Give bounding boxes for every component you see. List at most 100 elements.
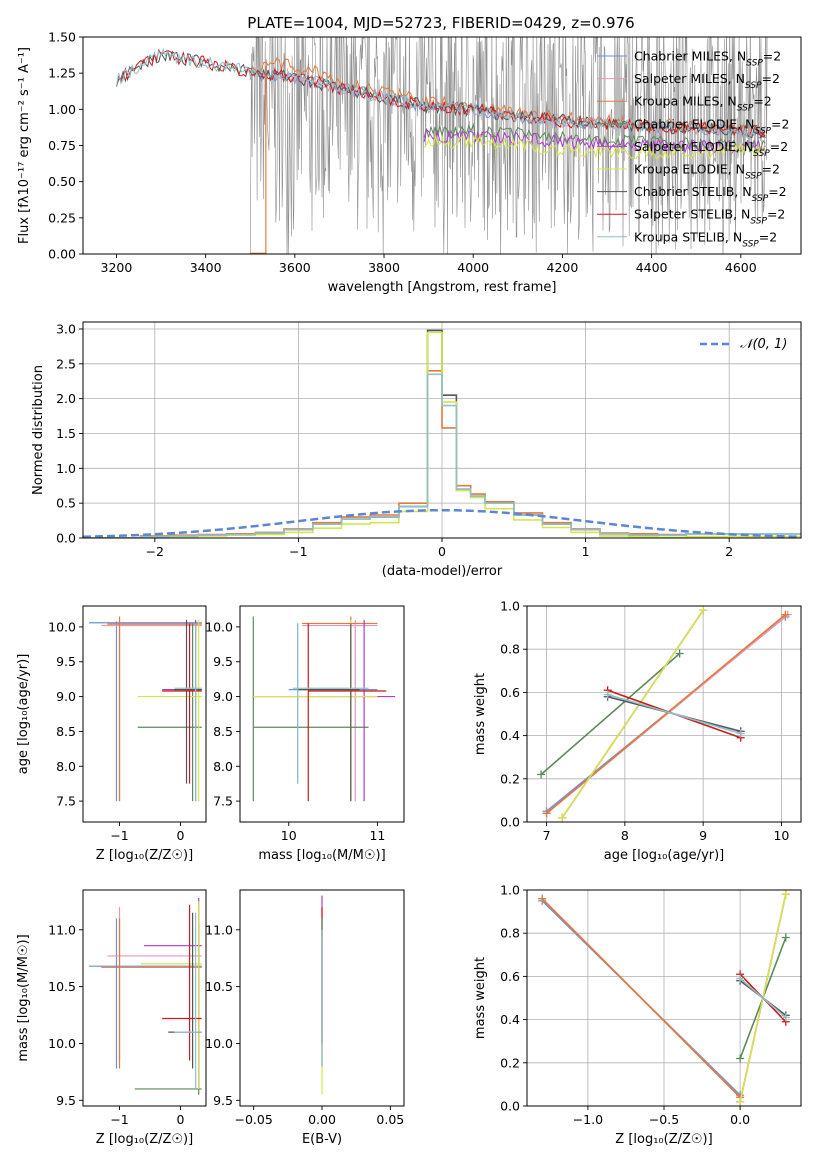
y-tick-label: 1.25 xyxy=(48,66,76,81)
x-tick-label: 0 xyxy=(438,544,446,559)
x-tick-label: 7 xyxy=(543,828,551,843)
plot-frame xyxy=(82,36,802,255)
z-mass-panel: −1 0 9.5 10.0 10.5 11.0 Z [log₁₀(Z/Z☉)] mass [l… xyxy=(16,889,207,1147)
y-axis-label: age [log₁₀(age/yr)] xyxy=(16,654,31,775)
y-tick-label: 2.5 xyxy=(56,356,76,371)
z-age-panel: −1 0 7.5 8.0 8.5 9.0 9.5 10.0 Z [log₁₀(Z/Z☉)] age… xyxy=(16,605,207,863)
y-axis-label: mass [log₁₀(M/M☉)] xyxy=(16,934,31,1061)
model-spectrum-line xyxy=(423,128,766,155)
x-tick-label: −1 xyxy=(110,828,128,843)
y-tick-label: 9.5 xyxy=(56,1093,76,1108)
x-tick-label: 4000 xyxy=(457,260,489,275)
x-tick-label: 8 xyxy=(621,828,629,843)
weight-line xyxy=(546,614,786,814)
ebv-mass-panel: −0.05 0.00 0.05 9.5 10.0 10.5 11.0 E(B-V) xyxy=(205,889,405,1147)
model-spectrum-line xyxy=(115,47,766,140)
legend-label: Salpeter MILES, NSSP=2 xyxy=(634,71,780,91)
y-axis-label: mass weight xyxy=(473,673,488,755)
gauss-legend-label: 𝒩(0, 1) xyxy=(740,337,787,352)
y-tick-label: 0.50 xyxy=(48,174,76,189)
x-tick-label: −1.0 xyxy=(573,1112,603,1127)
x-tick-label: −2 xyxy=(146,544,164,559)
residuals-legend: 𝒩(0, 1) xyxy=(700,337,787,352)
legend-label: Salpeter STELIB, NSSP=2 xyxy=(634,207,785,227)
y-tick-label: 8.0 xyxy=(56,759,76,774)
y-tick-label: 9.5 xyxy=(56,654,76,669)
x-tick-label: 0 xyxy=(176,1112,184,1127)
y-tick-label: 11.0 xyxy=(48,922,76,937)
y-tick-label: 3.0 xyxy=(56,321,76,336)
model-spectrum-line xyxy=(249,57,766,138)
legend-label: Salpeter ELODIE, NSSP=2 xyxy=(634,139,788,159)
weight-line xyxy=(739,977,787,1019)
x-tick-label: 10 xyxy=(281,828,297,843)
y-tick-label: 1.0 xyxy=(500,599,520,614)
y-tick-label: 0.00 xyxy=(48,247,76,262)
x-tick-label: 10 xyxy=(773,828,789,843)
plot-area xyxy=(537,606,792,822)
x-tick-label: 0.05 xyxy=(376,1112,404,1127)
y-tick-label: 1.5 xyxy=(56,426,76,441)
z-weight-panel: −1.0 −0.5 0.0 0.0 0.2 0.4 0.6 0.8 1.0 Z [log₁₀(Z/… xyxy=(473,883,802,1147)
x-tick-label: 3600 xyxy=(279,260,311,275)
y-tick-label: 0.0 xyxy=(56,531,76,546)
plot-area xyxy=(538,890,790,1106)
legend-label: Chabrier ELODIE, NSSP=2 xyxy=(634,116,789,136)
y-tick-label: 0.2 xyxy=(500,771,520,786)
x-axis-label: age [log₁₀(age/yr)] xyxy=(604,848,725,863)
x-tick-label: 3800 xyxy=(368,260,400,275)
x-tick-label: 11 xyxy=(369,828,385,843)
x-tick-label: 1 xyxy=(582,544,590,559)
observed-spectrum xyxy=(249,37,768,254)
x-axis-label: E(B-V) xyxy=(302,1132,342,1147)
y-tick-label: 10.0 xyxy=(48,1036,76,1051)
mass-age-panel: 10 11 7.5 8.0 8.5 9.0 9.5 10.0 mass [log₁₀(M/M☉)… xyxy=(205,605,405,863)
y-axis-label: Normed distribution xyxy=(31,365,46,495)
plot-area xyxy=(89,616,202,802)
y-tick-label: 0.6 xyxy=(500,969,520,984)
spectrum-panel: 3200 3400 3600 3800 4000 4200 4400 4600 0.00 0.25… xyxy=(17,30,802,295)
y-axis-label: mass weight xyxy=(473,957,488,1039)
weight-line xyxy=(540,652,681,776)
y-tick-label: 9.5 xyxy=(213,654,233,669)
y-tick-label: 9.0 xyxy=(213,689,233,704)
x-tick-label: 0.00 xyxy=(308,1112,336,1127)
plot-frame xyxy=(239,889,405,1107)
y-tick-label: 10.0 xyxy=(48,619,76,634)
y-tick-label: 9.0 xyxy=(56,689,76,704)
x-tick-label: 3200 xyxy=(101,260,133,275)
y-tick-label: 8.0 xyxy=(213,759,233,774)
y-tick-label: 1.0 xyxy=(500,883,520,898)
plot-area xyxy=(83,329,801,538)
y-tick-label: 7.5 xyxy=(56,794,76,809)
x-axis-label: wavelength [Angstrom, rest frame] xyxy=(328,280,557,295)
model-spectrum-line xyxy=(423,133,766,160)
weight-line xyxy=(561,609,704,819)
x-tick-label: 9 xyxy=(699,828,707,843)
x-axis-label: Z [log₁₀(Z/Z☉)] xyxy=(615,1132,712,1147)
y-tick-label: 8.5 xyxy=(56,724,76,739)
y-tick-label: 11.0 xyxy=(205,922,233,937)
x-axis-label: (data-model)/error xyxy=(382,564,503,579)
plot-frame xyxy=(239,605,405,823)
x-tick-label: 4200 xyxy=(547,260,579,275)
y-tick-label: 10.5 xyxy=(205,979,233,994)
y-tick-label: 0.5 xyxy=(56,496,76,511)
x-tick-label: −1 xyxy=(110,1112,128,1127)
y-tick-label: 10.5 xyxy=(48,979,76,994)
y-tick-label: 7.5 xyxy=(213,794,233,809)
y-tick-label: 0.75 xyxy=(48,138,76,153)
y-tick-label: 10.0 xyxy=(205,1036,233,1051)
plot-area xyxy=(89,897,202,1095)
weight-line xyxy=(607,693,741,735)
legend-label: Chabrier STELIB, NSSP=2 xyxy=(634,184,787,204)
x-tick-label: −0.05 xyxy=(235,1112,273,1127)
y-tick-label: 0.8 xyxy=(500,642,520,657)
weight-line xyxy=(541,898,741,1098)
plot-area xyxy=(252,616,396,802)
x-tick-label: 3400 xyxy=(190,260,222,275)
y-tick-label: 1.50 xyxy=(48,30,76,45)
